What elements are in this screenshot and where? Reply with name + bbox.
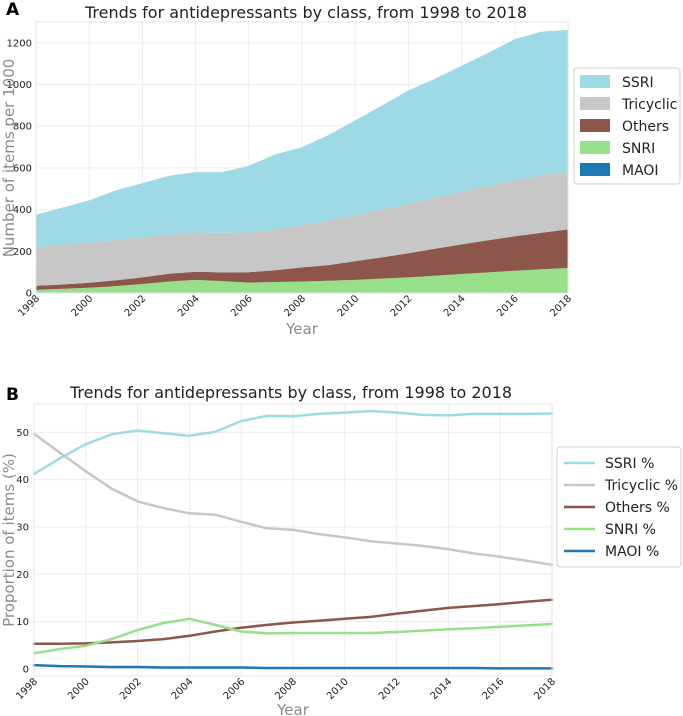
chart-a-legend-label-maoi: MAOI	[622, 163, 659, 179]
chart-a-y-tick-label: 800	[13, 122, 32, 133]
chart-a-y-tick-label: 1200	[7, 38, 32, 49]
chart-a-y-ticks: 0 200 400 600 800 1000 1200	[7, 38, 32, 299]
chart-b-x-tick-label: 2018	[532, 676, 558, 702]
chart-a-frame	[35, 21, 569, 294]
chart-a-x-tick-label: 2008	[282, 293, 308, 319]
chart-a-area-tricyclic	[36, 172, 568, 286]
chart-a-legend-swatch-others	[580, 119, 610, 132]
chart-b-y-axis-label: Proportion of items (%)	[0, 453, 18, 627]
chart-b-y-tick-label: 20	[16, 570, 29, 581]
chart-b-x-tick-label: 2002	[118, 676, 144, 702]
chart-a-x-tick-label: 2006	[229, 293, 255, 319]
chart-a-area-others	[36, 229, 568, 290]
chart-b-x-tick-label: 2010	[325, 676, 351, 702]
chart-a-y-tick-label: 200	[13, 247, 32, 258]
chart-b-line-ssri	[32, 409, 554, 476]
chart-a-legend-label-ssri: SSRI	[622, 75, 654, 91]
chart-a-x-tick-label: 2016	[495, 293, 521, 319]
chart-a-legend-swatch-maoi	[580, 163, 610, 176]
chart-b-line-maoi	[32, 663, 554, 670]
chart-b-x-tick-label: 2008	[273, 676, 299, 702]
chart-a-x-tick-label: 2014	[442, 293, 468, 319]
chart-a-y-tick-label: 600	[13, 163, 32, 174]
chart-a-y-tick-label: 1000	[7, 80, 32, 91]
chart-b-x-axis-label: Year	[276, 701, 310, 716]
chart-b-legend-label-snri: SNRI %	[605, 522, 656, 538]
chart-a-x-ticks: 1998 2000 2002 2004 2006 2008 2010 2012 2014 2016…	[16, 293, 574, 319]
chart-b-y-tick-label: 50	[16, 428, 29, 439]
chart-b-y-ticks: 0 10 20 30 40 50	[16, 428, 29, 676]
chart-a-legend-swatch-snri	[580, 141, 610, 154]
chart-b-line-others	[32, 598, 554, 646]
chart-a-legend-label-tricyclic: Tricyclic	[621, 97, 677, 113]
chart-a-area-snri	[36, 268, 568, 293]
chart-b-x-tick-label: 2016	[481, 676, 507, 702]
chart-b-y-tick-label: 40	[16, 475, 29, 486]
chart-a-x-tick-label: 2010	[336, 293, 362, 319]
chart-a-x-tick-label: 2000	[70, 293, 96, 319]
chart-b-x-tick-label: 2006	[222, 676, 248, 702]
chart-b-legend-box	[556, 446, 682, 568]
chart-a-areas	[36, 29, 568, 293]
chart-a-x-tick-label: 2012	[389, 293, 415, 319]
chart-b-legend-label-ssri: SSRI %	[605, 456, 654, 472]
chart-a-y-tick-label: 400	[13, 205, 32, 216]
chart-a-title: Trends for antidepressants by class, fro…	[84, 3, 527, 22]
panel-a-letter: A	[6, 0, 20, 20]
chart-b-legend-label-others: Others %	[605, 500, 670, 516]
chart-b-y-tick-label: 10	[16, 617, 29, 628]
chart-b-grid	[33, 404, 553, 676]
chart-b-x-tick-label: 2014	[429, 676, 455, 702]
chart-b-y-tick-label: 30	[16, 522, 29, 533]
chart-b-x-tick-label: 1998	[14, 676, 40, 702]
chart-a: 0 200 400 600 800 1000 1200 1998 2000 2002 2004 20…	[0, 21, 681, 338]
chart-a-legend-swatch-tricyclic	[580, 97, 610, 110]
chart-b-lines	[32, 409, 554, 670]
chart-b-line-snri	[32, 617, 554, 655]
chart-a-area-ssri	[36, 29, 568, 248]
chart-a-legend-swatch-ssri	[580, 75, 610, 88]
chart-b-title: Trends for antidepressants by class, fro…	[69, 383, 512, 402]
chart-a-x-tick-label: 1998	[16, 293, 42, 319]
chart-a-y-tick-label: 0	[26, 289, 32, 300]
chart-b-x-tick-label: 2012	[377, 676, 403, 702]
chart-b-x-tick-label: 2000	[66, 676, 92, 702]
chart-b-y-tick-label: 0	[23, 664, 29, 675]
chart-b-x-tick-label: 2004	[170, 676, 196, 702]
chart-a-legend: SSRI Tricyclic Others SNRI MAOI	[573, 67, 681, 185]
chart-b-legend-label-maoi: MAOI %	[605, 544, 659, 560]
chart-b-legend-label-tricyclic: Tricyclic %	[604, 478, 678, 494]
chart-b-legend: SSRI % Tricyclic % Others % SNRI % MAOI %	[556, 446, 682, 568]
chart-a-x-tick-label: 2002	[123, 293, 149, 319]
chart-a-y-axis-label: Number of items per 1000	[0, 59, 18, 258]
chart-a-legend-label-snri: SNRI	[622, 141, 655, 157]
chart-b-frame	[33, 403, 553, 677]
chart-a-x-tick-label: 2018	[548, 293, 574, 319]
chart-b: 0 10 20 30 40 50 1998 2000 2002 2004 2006 2008 2010…	[0, 403, 682, 716]
chart-b-x-ticks: 1998 2000 2002 2004 2006 2008 2010 2012 2014 2016…	[14, 676, 558, 702]
chart-b-line-tricyclic	[32, 432, 554, 567]
chart-a-legend-label-others: Others	[622, 119, 669, 135]
chart-a-x-tick-label: 2004	[176, 293, 202, 319]
chart-a-x-axis-label: Year	[285, 320, 319, 338]
panel-b-letter: B	[6, 385, 19, 405]
